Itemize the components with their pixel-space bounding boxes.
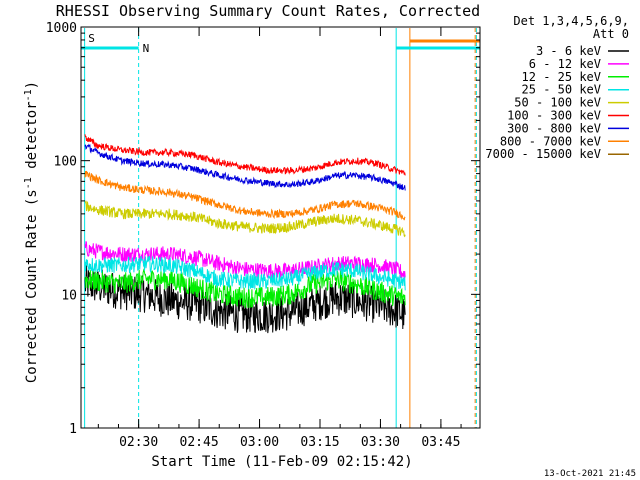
y-axis: 1 10 100 1000 [46,21,480,437]
y-axis-label-sup2: -1 [23,89,34,101]
x-axis-label: Start Time (11-Feb-09 02:15:42) [151,454,412,470]
series-line-6 [84,143,406,191]
series-line-3 [84,255,406,291]
legend-header-attenuator: Att 0 [593,27,629,41]
legend-label: 50 - 100 keV [514,96,601,110]
series-layer [84,134,406,334]
y-axis-label-part3: ) [24,81,40,89]
legend-label: 300 - 800 keV [507,121,601,135]
y-tick-label: 10 [61,288,77,303]
plot-frame [80,26,481,429]
x-axis: 02:30 02:45 03:00 03:15 03:30 03:45 [97,27,462,450]
chart-title: RHESSI Observing Summary Count Rates, Co… [56,2,480,20]
legend-header-detectors: Det 1,3,4,5,6,9, [513,14,629,28]
legend-label: 100 - 300 keV [507,109,601,123]
legend-label: 800 - 7000 keV [500,134,601,148]
y-tick-label: 1 [69,422,77,437]
series-line-7 [84,170,406,221]
series-line-2 [84,268,406,309]
x-tick-label: 03:00 [240,435,279,450]
y-axis-label: Corrected Count Rate (s-1 detector-1) [23,81,40,383]
state-bar-label: S [88,32,95,45]
legend-label: 3 - 6 keV [536,44,601,58]
legend-label: 25 - 50 keV [522,83,601,97]
x-tick-label: 02:45 [180,435,219,450]
state-bars: SN [81,32,480,55]
legend-label: 6 - 12 keV [529,57,601,71]
state-bar-label: N [143,42,150,55]
x-tick-label: 03:45 [421,435,460,450]
x-tick-label: 03:30 [361,435,400,450]
footer-timestamp: 13-Oct-2021 21:45 [544,469,636,479]
x-tick-label: 02:30 [119,435,158,450]
y-tick-label: 1000 [46,21,77,36]
y-tick-label: 100 [54,155,77,170]
y-axis-label-part2: detector [24,101,40,177]
series-line-4 [84,200,406,238]
y-axis-label-part1: Corrected Count Rate (s [24,189,40,383]
x-tick-label: 03:15 [300,435,339,450]
legend-label: 7000 - 15000 keV [485,147,601,161]
y-axis-label-sup1: -1 [23,177,34,189]
series-line-1 [84,241,406,281]
series-line-5 [84,134,406,176]
legend-label: 12 - 25 keV [522,70,601,84]
